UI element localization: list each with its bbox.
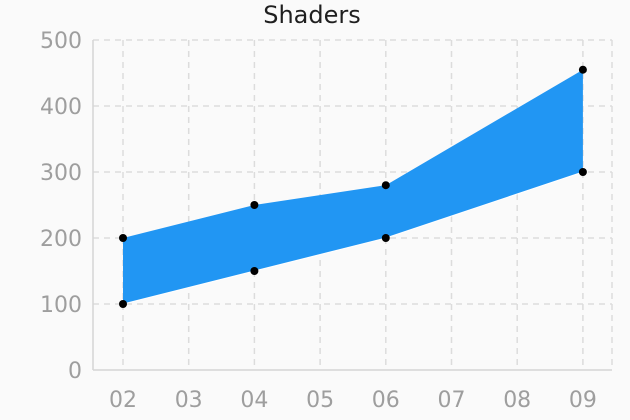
area-layer xyxy=(122,69,584,305)
data-point-upper-09 xyxy=(578,65,587,74)
data-point-lower-09 xyxy=(578,168,587,176)
y-tick-label: 400 xyxy=(40,95,82,120)
x-tick-label: 07 xyxy=(438,388,466,413)
axes xyxy=(92,40,612,371)
y-tick-label: 300 xyxy=(40,161,82,186)
data-point-upper-06 xyxy=(381,181,390,190)
y-tick-label: 500 xyxy=(40,29,82,54)
data-point-lower-06 xyxy=(381,234,390,242)
x-axis-tick-labels: 02 03 04 05 06 07 08 09 xyxy=(109,388,597,413)
y-tick-label: 100 xyxy=(40,293,82,318)
x-tick-label: 06 xyxy=(372,388,400,413)
area-lower-edge xyxy=(122,171,584,305)
data-point-lower-02 xyxy=(119,300,127,308)
x-tick-label: 02 xyxy=(109,388,137,413)
data-point-lower-04 xyxy=(250,267,259,275)
area-band xyxy=(123,69,583,304)
x-tick-label: 04 xyxy=(240,388,268,413)
x-tick-label: 03 xyxy=(175,388,203,413)
data-point-upper-02 xyxy=(119,234,127,242)
x-tick-label: 09 xyxy=(569,388,597,413)
data-point-upper-04 xyxy=(250,201,259,209)
y-axis-tick-labels: 0 100 200 300 400 500 xyxy=(40,29,82,384)
y-tick-label: 200 xyxy=(40,227,82,252)
point-layer xyxy=(119,65,587,308)
x-tick-label: 05 xyxy=(306,388,334,413)
chart-title: Shaders xyxy=(263,1,361,29)
y-tick-label: 0 xyxy=(68,359,82,384)
x-tick-label: 08 xyxy=(503,388,531,413)
